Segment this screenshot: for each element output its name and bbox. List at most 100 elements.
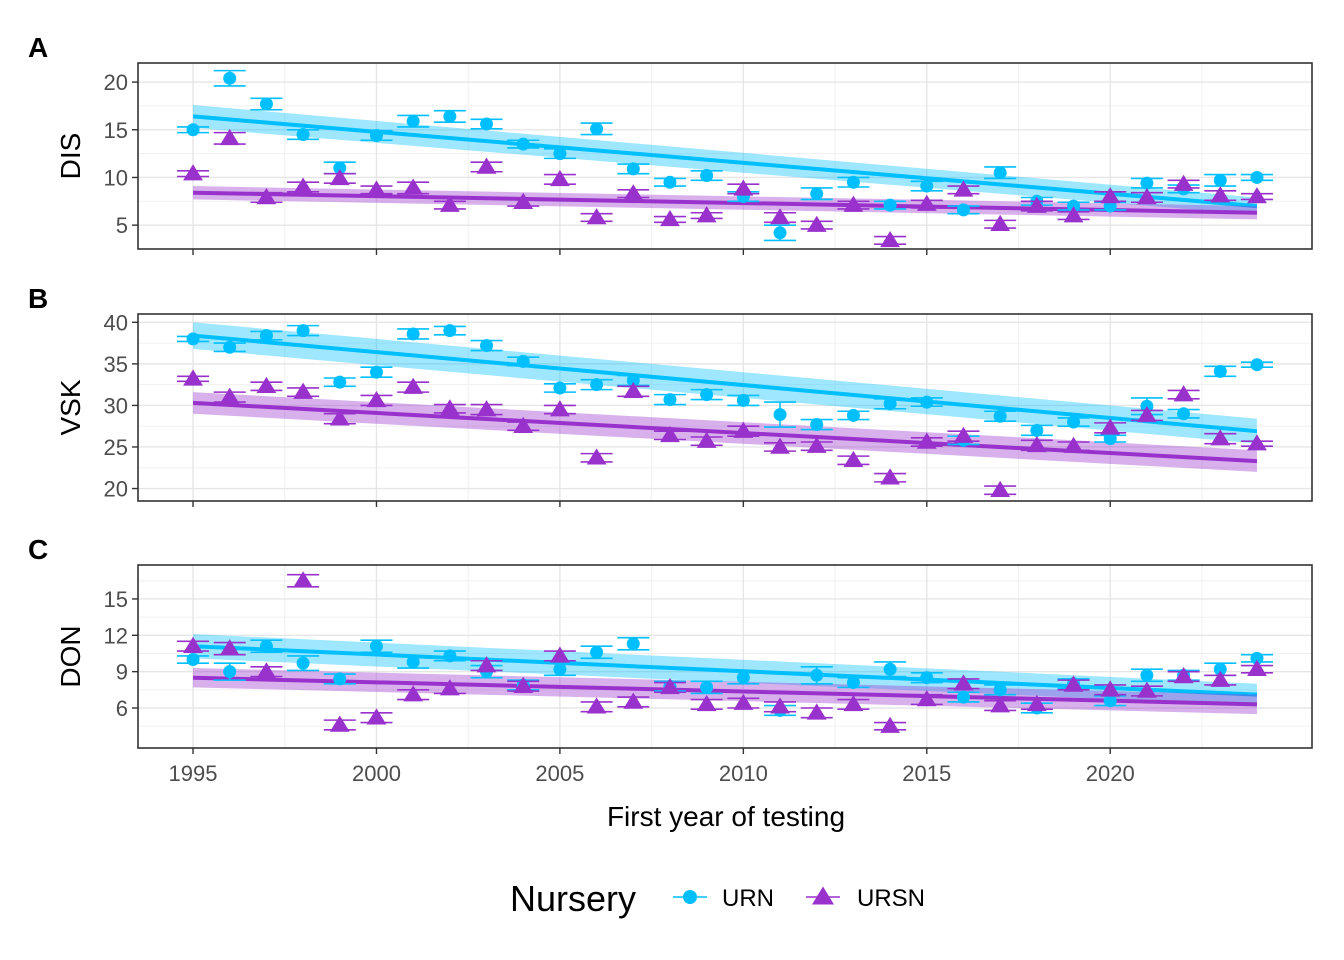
data-point-ursn bbox=[550, 400, 570, 417]
data-point-urn bbox=[259, 639, 273, 653]
y-tick-label: 20 bbox=[104, 70, 128, 95]
data-point-urn bbox=[626, 373, 640, 387]
data-point-urn bbox=[920, 179, 934, 193]
data-point-urn bbox=[186, 332, 200, 346]
data-point-urn bbox=[516, 354, 530, 368]
data-point-ursn bbox=[256, 376, 277, 394]
panel-border bbox=[137, 313, 1313, 502]
legend-key-ursn bbox=[812, 886, 834, 905]
data-point-urn bbox=[406, 327, 420, 341]
data-point-urn bbox=[883, 397, 897, 411]
data-point-ursn bbox=[660, 677, 680, 695]
data-point-urn bbox=[480, 117, 494, 131]
data-point-ursn bbox=[770, 697, 790, 714]
data-point-urn bbox=[186, 653, 200, 667]
data-point-ursn bbox=[403, 685, 424, 702]
panel-tag: B bbox=[28, 283, 48, 314]
data-point-urn bbox=[1213, 662, 1227, 676]
data-point-ursn bbox=[953, 180, 974, 197]
data-point-ursn bbox=[439, 679, 460, 696]
data-point-urn bbox=[1140, 668, 1154, 682]
data-point-ursn bbox=[696, 431, 717, 448]
data-point-urn bbox=[296, 656, 310, 670]
data-point-urn bbox=[1177, 407, 1191, 421]
trend-line-ursn bbox=[192, 675, 1258, 707]
data-point-urn bbox=[920, 395, 934, 409]
data-point-ursn bbox=[733, 179, 754, 196]
data-point-urn bbox=[369, 639, 383, 653]
legend-entries: URN URSN bbox=[673, 885, 925, 912]
data-point-ursn bbox=[1137, 188, 1157, 205]
data-point-urn bbox=[553, 147, 567, 161]
data-point-urn bbox=[700, 169, 714, 183]
x-tick-label: 2000 bbox=[352, 761, 401, 786]
data-point-urn bbox=[1250, 358, 1264, 372]
data-point-urn bbox=[663, 175, 677, 189]
data-point-ursn bbox=[439, 195, 460, 212]
data-point-ursn bbox=[1026, 435, 1047, 453]
data-point-ursn bbox=[806, 215, 827, 232]
y-tick-label: 12 bbox=[104, 623, 128, 648]
y-tick-label: 35 bbox=[104, 352, 128, 377]
data-point-ursn bbox=[660, 425, 680, 443]
data-point-urn bbox=[810, 418, 824, 432]
y-tick-label: 5 bbox=[116, 213, 128, 238]
data-point-urn bbox=[1213, 364, 1227, 378]
x-tick-label: 1995 bbox=[169, 761, 218, 786]
data-point-urn bbox=[626, 637, 640, 651]
data-point-ursn bbox=[256, 188, 277, 205]
data-point-ursn bbox=[183, 164, 203, 181]
data-point-ursn bbox=[183, 369, 203, 386]
data-point-urn bbox=[810, 668, 824, 682]
legend: Nursery URN URSN bbox=[510, 878, 925, 919]
x-tick-label: 2010 bbox=[719, 761, 768, 786]
data-point-urn bbox=[443, 324, 457, 338]
data-point-ursn bbox=[366, 708, 387, 725]
data-point-ursn bbox=[880, 716, 900, 733]
data-point-ursn bbox=[586, 448, 607, 465]
data-point-urn bbox=[553, 381, 567, 395]
y-tick-label: 30 bbox=[104, 393, 128, 418]
panel-background bbox=[138, 63, 1312, 249]
data-point-ursn bbox=[476, 157, 497, 174]
data-point-urn bbox=[846, 175, 860, 189]
data-point-ursn bbox=[806, 703, 827, 720]
data-point-urn bbox=[259, 329, 273, 343]
data-point-ursn bbox=[916, 432, 937, 449]
panel-c: 6 9 12 15 1995 2000 2005 2010 2015 2020 DON C bbox=[28, 534, 1313, 786]
y-tick-label: 9 bbox=[116, 660, 128, 685]
panel-b: 20 25 30 35 40 VSK B bbox=[28, 283, 1313, 507]
data-point-ursn bbox=[990, 214, 1011, 231]
data-point-ursn bbox=[1100, 418, 1121, 435]
data-point-urn bbox=[810, 187, 824, 201]
data-point-ursn bbox=[403, 178, 424, 195]
data-point-urn bbox=[773, 226, 787, 240]
data-point-ursn bbox=[293, 177, 313, 194]
data-point-ursn bbox=[990, 480, 1011, 497]
data-point-ursn bbox=[843, 195, 864, 212]
data-point-ursn bbox=[1137, 681, 1157, 698]
data-point-ursn bbox=[1247, 659, 1267, 676]
panel-tag: C bbox=[28, 534, 48, 565]
data-point-urn bbox=[993, 683, 1007, 697]
data-point-ursn bbox=[550, 646, 570, 663]
data-point-urn bbox=[516, 137, 530, 151]
data-point-ursn bbox=[586, 697, 607, 714]
data-point-ursn bbox=[880, 468, 900, 485]
panel-background bbox=[138, 565, 1312, 748]
data-point-ursn bbox=[660, 209, 680, 227]
data-point-ursn bbox=[1210, 670, 1231, 687]
data-point-ursn bbox=[843, 694, 864, 712]
data-point-urn bbox=[1213, 173, 1227, 187]
y-axis-title: VSK bbox=[55, 379, 86, 435]
data-point-ursn bbox=[1063, 675, 1084, 692]
data-point-urn bbox=[993, 409, 1007, 423]
data-point-urn bbox=[369, 365, 383, 379]
data-point-urn bbox=[846, 408, 860, 422]
data-point-ursn bbox=[403, 377, 424, 394]
y-tick-label: 20 bbox=[104, 477, 128, 502]
data-point-ursn bbox=[880, 230, 900, 248]
data-point-urn bbox=[1103, 694, 1117, 708]
data-point-ursn bbox=[183, 636, 203, 653]
data-point-ursn bbox=[256, 662, 277, 679]
